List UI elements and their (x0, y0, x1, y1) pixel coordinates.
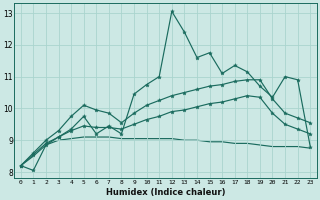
X-axis label: Humidex (Indice chaleur): Humidex (Indice chaleur) (106, 188, 225, 197)
